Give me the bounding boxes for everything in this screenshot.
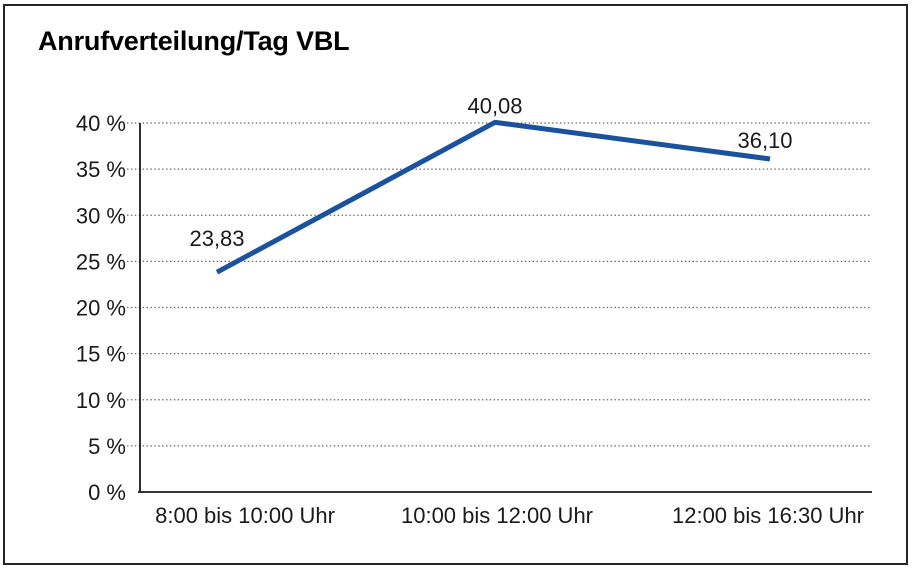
y-tick-label: 40 % <box>76 111 126 136</box>
data-value-label: 23,83 <box>189 226 244 251</box>
y-tick-label: 20 % <box>76 296 126 321</box>
y-tick-label: 10 % <box>76 388 126 413</box>
x-category-label: 12:00 bis 16:30 Uhr <box>672 503 864 528</box>
y-tick-label: 35 % <box>76 157 126 182</box>
y-tick-label: 0 % <box>88 480 126 505</box>
chart-title: Anrufverteilung/Tag VBL <box>38 26 350 56</box>
y-tick-label: 30 % <box>76 203 126 228</box>
x-category-label: 10:00 bis 12:00 Uhr <box>401 503 593 528</box>
data-value-label: 36,10 <box>737 128 792 153</box>
chart-frame <box>3 4 908 565</box>
x-category-label: 8:00 bis 10:00 Uhr <box>155 503 335 528</box>
y-tick-label: 25 % <box>76 249 126 274</box>
data-series-line <box>215 119 771 275</box>
data-value-label: 40,08 <box>467 93 522 118</box>
y-tick-label: 5 % <box>88 434 126 459</box>
y-tick-label: 15 % <box>76 342 126 367</box>
